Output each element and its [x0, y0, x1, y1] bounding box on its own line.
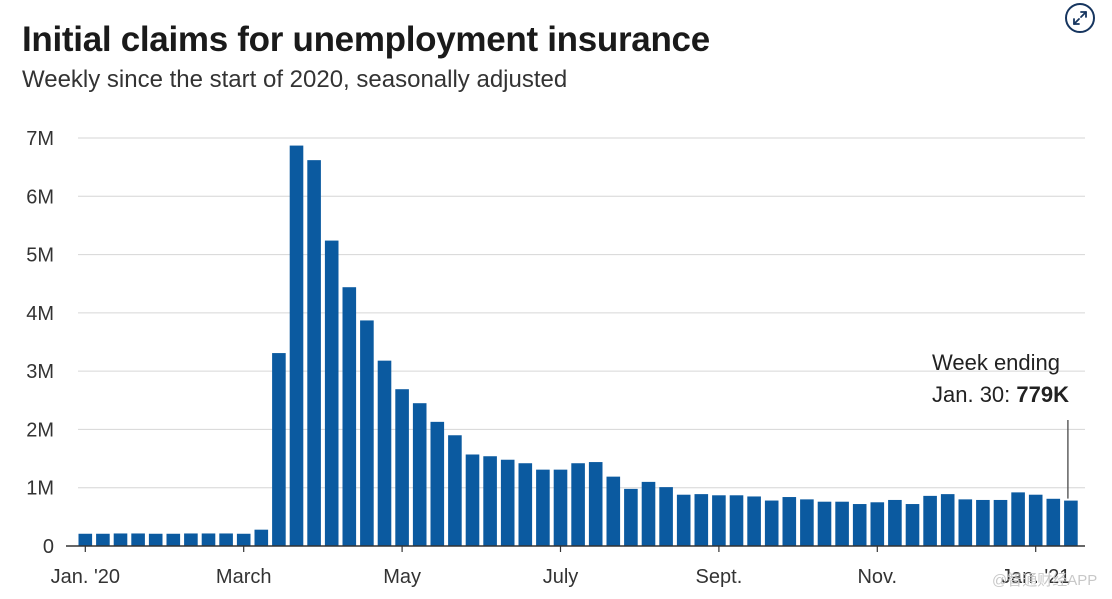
bar — [923, 495, 937, 546]
bar — [676, 494, 691, 546]
watermark: @智通财经APP — [992, 572, 1098, 589]
x-tick-label: March — [216, 566, 272, 588]
bar — [307, 160, 321, 547]
annotation: Week ending Jan. 30: 779K — [932, 350, 1069, 499]
annotation-line1: Week ending — [932, 350, 1060, 375]
bar — [659, 487, 673, 546]
bar — [219, 533, 233, 546]
y-tick-label: 6M — [26, 186, 54, 208]
bar — [377, 360, 392, 546]
bar — [272, 353, 286, 546]
bar — [113, 533, 128, 546]
bar — [184, 533, 198, 546]
bar — [606, 476, 621, 546]
bar — [324, 240, 339, 546]
bar — [236, 533, 251, 546]
bar — [852, 504, 867, 546]
annotation-value: 779K — [1016, 382, 1069, 407]
bar — [976, 499, 990, 546]
bar — [1028, 494, 1043, 546]
bar — [500, 459, 515, 546]
bar — [395, 389, 409, 546]
bar — [905, 504, 920, 546]
bar — [747, 496, 761, 546]
y-axis-ticks: 0 1M 2M 3M 4M 5M 6M 7M — [26, 128, 54, 558]
bar — [536, 469, 550, 546]
bar — [817, 501, 832, 546]
bar — [870, 502, 885, 546]
bar — [940, 494, 955, 546]
bar — [518, 463, 533, 546]
bar — [553, 469, 568, 546]
y-tick-label: 1M — [26, 478, 54, 500]
chart-title: Initial claims for unemployment insuranc… — [22, 20, 710, 59]
bar — [465, 454, 480, 546]
expand-arrows-icon — [1073, 11, 1087, 25]
x-tick-label: July — [543, 566, 579, 588]
y-tick-label: 2M — [26, 419, 54, 441]
bar — [729, 495, 744, 546]
bar — [888, 499, 902, 546]
y-tick-label: 4M — [26, 303, 54, 325]
x-tick-label: Jan. '20 — [51, 566, 120, 588]
bar — [588, 462, 603, 546]
bar — [78, 533, 93, 546]
bar — [342, 287, 357, 546]
x-tick-label: Nov. — [857, 566, 897, 588]
bars — [78, 145, 1078, 547]
bar — [96, 533, 110, 546]
bar — [641, 481, 656, 546]
bar — [958, 499, 973, 546]
bar — [835, 501, 849, 546]
y-tick-label: 5M — [26, 245, 54, 267]
bar — [800, 499, 814, 546]
bar — [571, 463, 585, 546]
bar — [712, 495, 726, 546]
bar — [166, 533, 181, 546]
bar — [764, 500, 779, 546]
bar — [782, 497, 797, 546]
bar — [412, 403, 427, 546]
bar — [360, 320, 374, 546]
bar — [694, 494, 709, 546]
annotation-date: Jan. 30: — [932, 382, 1016, 407]
chart-subtitle: Weekly since the start of 2020, seasonal… — [22, 66, 568, 93]
x-tick-label: Jan. '21 — [1001, 566, 1070, 588]
bar — [201, 533, 216, 546]
y-tick-label: 7M — [26, 128, 54, 150]
x-tick-label: Sept. — [696, 566, 743, 588]
bar — [1046, 498, 1061, 546]
bar — [430, 421, 445, 546]
bar — [624, 488, 638, 546]
bar — [993, 499, 1008, 546]
bar — [1064, 500, 1078, 546]
expand-button[interactable] — [1065, 3, 1095, 33]
bar — [148, 533, 163, 546]
x-tick-label: May — [383, 566, 421, 588]
x-axis-ticks: Jan. '20 March May July Sept. Nov. Jan. '21 — [51, 546, 1070, 588]
bar — [131, 533, 145, 546]
bar — [254, 529, 269, 546]
bar — [483, 456, 497, 546]
annotation-line2: Jan. 30: 779K — [932, 382, 1069, 407]
grid-lines — [78, 137, 1085, 489]
bar — [1011, 492, 1025, 546]
y-tick-label: 0 — [43, 536, 54, 558]
bar — [289, 145, 304, 546]
bar — [448, 435, 462, 546]
y-tick-label: 3M — [26, 361, 54, 383]
